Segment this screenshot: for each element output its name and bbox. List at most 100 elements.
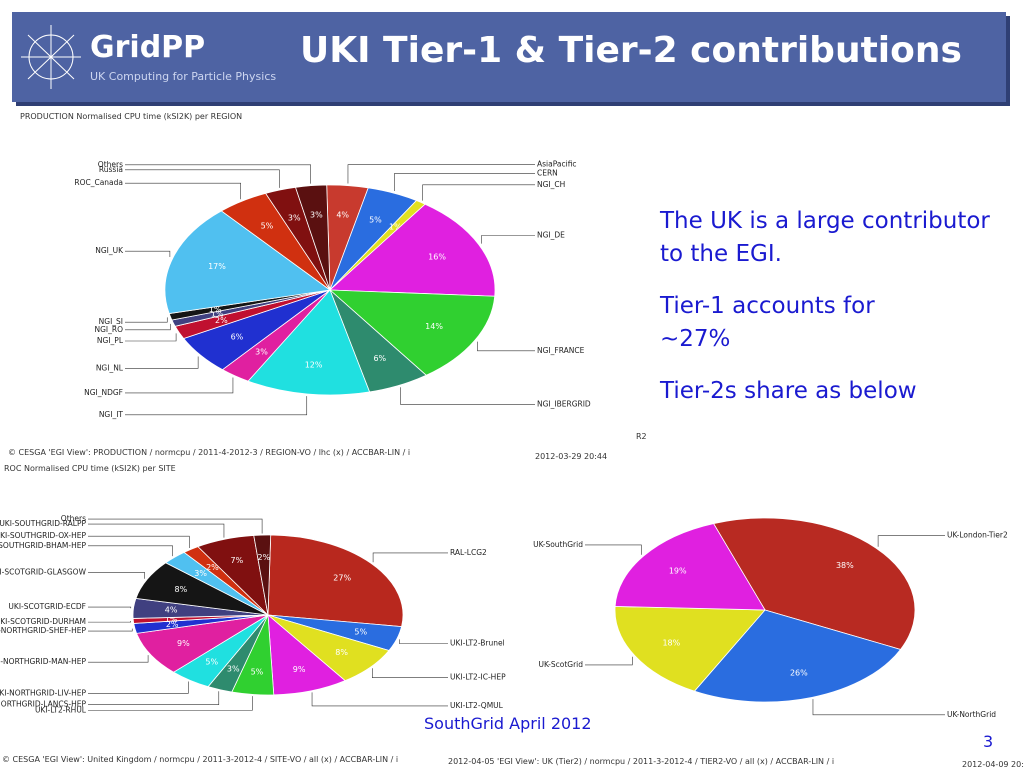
leader-line bbox=[88, 518, 263, 534]
leader-line bbox=[88, 535, 190, 549]
slice-label: UK-NorthGrid bbox=[947, 710, 996, 719]
pie-slice bbox=[614, 523, 766, 611]
slice-label: AsiaPacific bbox=[537, 160, 577, 169]
leader-line bbox=[812, 699, 945, 716]
chart-title: PRODUCTION Normalised CPU time (kSI2K) p… bbox=[20, 112, 243, 121]
leader-line bbox=[88, 655, 149, 663]
leader-line bbox=[88, 628, 133, 632]
leader-line bbox=[585, 544, 642, 555]
slice-label: NGI_CH bbox=[537, 180, 565, 189]
value-label: 3% bbox=[310, 210, 323, 219]
header-bar bbox=[12, 12, 1006, 102]
pie-slice bbox=[295, 184, 331, 291]
value-label: 3% bbox=[288, 213, 301, 222]
value-label: 9% bbox=[177, 639, 190, 648]
caption: 2012-04-09 20:11 bbox=[962, 760, 1024, 768]
value-label: 18% bbox=[662, 638, 680, 647]
value-label: 6% bbox=[231, 332, 244, 341]
pie-slice bbox=[247, 289, 371, 396]
slice-label: UKI-SOUTHGRID-OX-HEP bbox=[0, 531, 86, 540]
slice-label: UKI-NORTHGRID-MAN-HEP bbox=[0, 657, 86, 666]
slice-label: UK-SouthGrid bbox=[533, 540, 583, 549]
slice-label: ROC_Canada bbox=[74, 178, 123, 187]
slice-label: UKI-LT2-RHUL bbox=[35, 705, 87, 714]
logo-icon bbox=[21, 25, 81, 89]
leader-line bbox=[125, 169, 280, 188]
value-label: 6% bbox=[373, 354, 386, 363]
pie-slice bbox=[328, 289, 496, 376]
leader-line bbox=[400, 387, 535, 405]
slice-label: NGI_RO bbox=[95, 325, 124, 334]
logo-subtitle: UK Computing for Particle Physics bbox=[90, 70, 277, 83]
value-label: 7% bbox=[231, 556, 244, 565]
caption: 2012-03-29 20:44 bbox=[535, 452, 608, 461]
value-label: 12% bbox=[305, 360, 323, 369]
value-label: 5% bbox=[205, 657, 218, 666]
slice-label: NGI_DE bbox=[537, 230, 565, 239]
slice-label: UKI-NORTHGRID-LIV-HEP bbox=[0, 688, 86, 697]
slice-label: UKI-LT2-IC-HEP bbox=[450, 673, 506, 682]
value-label: 3% bbox=[194, 569, 207, 578]
leader-line bbox=[347, 164, 535, 184]
value-label: 2% bbox=[215, 316, 228, 325]
leader-line bbox=[88, 523, 225, 538]
pie-slice bbox=[614, 606, 766, 692]
value-label: 8% bbox=[335, 648, 348, 657]
leader-line bbox=[372, 668, 448, 678]
value-label: 2% bbox=[257, 553, 270, 562]
caption: 2012-04-05 'EGI View': UK (Tier2) / norm… bbox=[448, 757, 835, 766]
slice-label: NGI_FRANCE bbox=[537, 346, 585, 355]
pie-slice bbox=[693, 609, 902, 703]
value-label: 4% bbox=[336, 210, 349, 219]
leader-line bbox=[88, 621, 131, 623]
leader-line bbox=[125, 356, 199, 369]
leader-line bbox=[311, 692, 448, 707]
leader-line bbox=[125, 182, 241, 200]
leader-line bbox=[88, 545, 173, 557]
caption: © CESGA 'EGI View': PRODUCTION / normcpu… bbox=[8, 448, 411, 457]
pie-slice bbox=[329, 203, 496, 297]
value-label: 1% bbox=[211, 309, 224, 318]
slice-label: CERN bbox=[537, 169, 558, 178]
paragraph: Tier-1 accounts for ~27% bbox=[660, 293, 875, 352]
footer-text: SouthGrid April 2012 bbox=[424, 714, 592, 733]
value-label: 16% bbox=[428, 253, 446, 262]
slice-label: Others bbox=[98, 160, 123, 169]
leader-line bbox=[125, 396, 308, 416]
slice-label: NGI_IBERGRID bbox=[537, 399, 591, 408]
value-label: 1% bbox=[389, 222, 402, 231]
slice-label: UKI-NORTHGRID-LANCS-HEP bbox=[0, 700, 86, 709]
leader-line bbox=[125, 377, 234, 394]
leader-line bbox=[125, 333, 177, 342]
leader-line bbox=[125, 323, 171, 331]
paragraph: The UK is a large contributor to the EGI… bbox=[660, 208, 990, 267]
pie-slice bbox=[267, 534, 404, 628]
slice-label: UKI-SCOTGRID-ECDF bbox=[8, 602, 86, 611]
caption: © CESGA 'EGI View': United Kingdom / nor… bbox=[2, 755, 399, 764]
slice-label: NGI_IT bbox=[99, 410, 124, 419]
value-label: 3% bbox=[227, 664, 240, 673]
chart-title: ROC Normalised CPU time (kSI2K) per SITE bbox=[4, 464, 176, 473]
slice-label: UKI-SCOTGRID-DURHAM bbox=[0, 617, 86, 626]
value-label: 1% bbox=[209, 305, 222, 314]
value-label: 5% bbox=[369, 216, 382, 225]
leader-line bbox=[372, 552, 448, 563]
leader-line bbox=[88, 696, 253, 711]
slice-label: UKI-LT2-Brunel bbox=[450, 639, 505, 648]
value-label: 19% bbox=[669, 566, 687, 575]
slice-label: UKI-SCOTGRID-GLASGOW bbox=[0, 567, 87, 576]
value-label: 2% bbox=[166, 620, 179, 629]
slice-label: Others bbox=[61, 514, 86, 523]
leader-line bbox=[477, 341, 535, 352]
slice-label: NGI_UK bbox=[95, 246, 124, 255]
value-label: 27% bbox=[333, 573, 351, 582]
value-label: 2% bbox=[206, 563, 219, 572]
slice-label: RAL-LCG2 bbox=[450, 548, 487, 557]
leader-line bbox=[877, 535, 945, 547]
leader-line bbox=[88, 691, 220, 705]
slice-label: NGI_SI bbox=[99, 317, 123, 326]
leader-line bbox=[125, 164, 311, 184]
value-label: 17% bbox=[208, 262, 226, 271]
